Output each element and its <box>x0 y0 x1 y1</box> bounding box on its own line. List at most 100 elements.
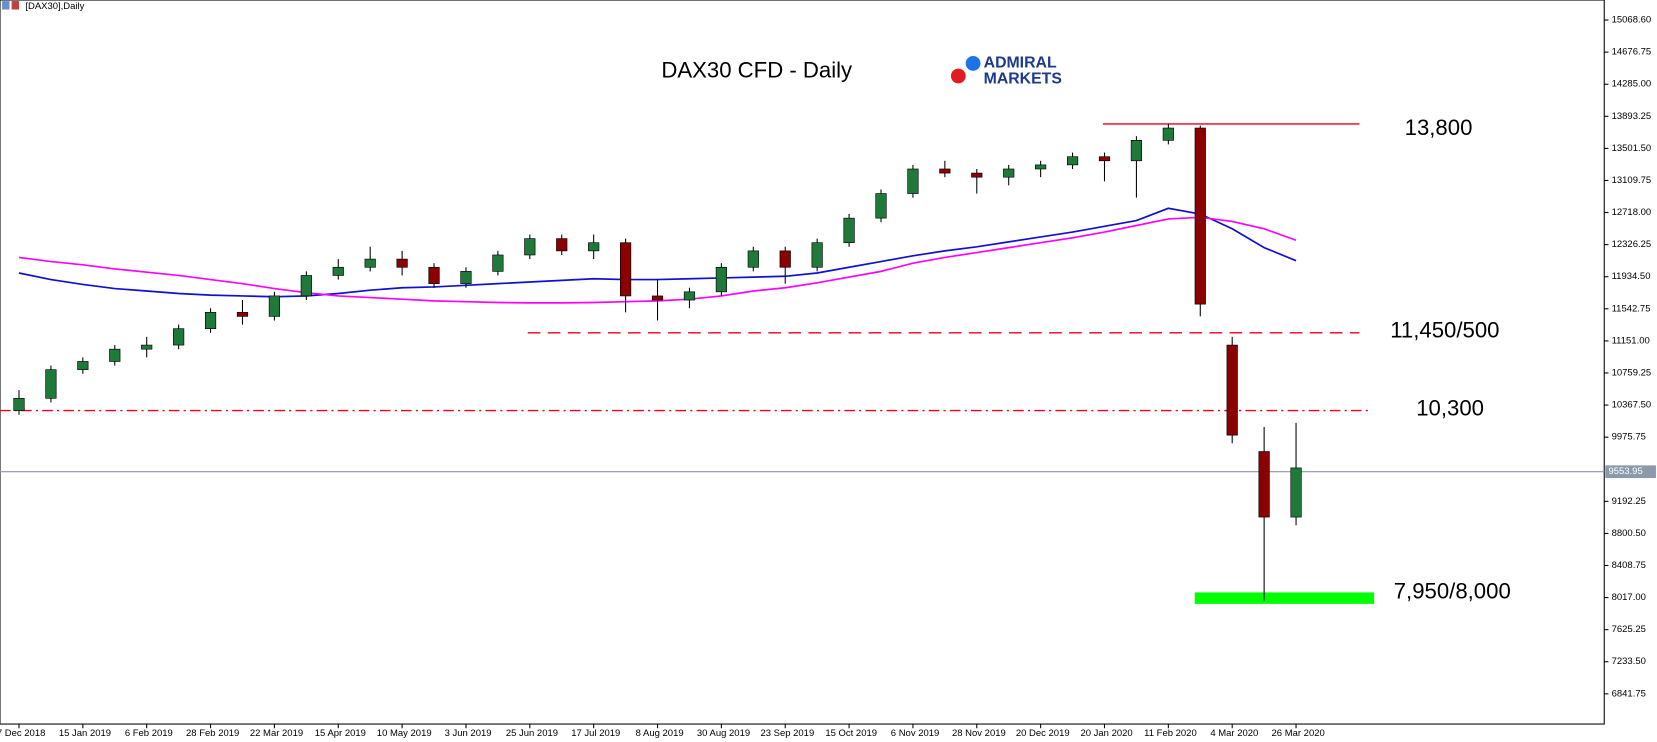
candle-body <box>620 242 632 297</box>
y-tick-label: 7233.50 <box>1612 656 1646 667</box>
candle-body <box>396 258 408 268</box>
candle-body <box>1290 467 1302 518</box>
plot-frame <box>0 0 1605 725</box>
y-tick-label: 15068.60 <box>1612 15 1652 26</box>
candle-body <box>875 193 887 219</box>
x-tick-label: 15 Apr 2019 <box>315 728 366 739</box>
y-tick-label: 14676.75 <box>1612 47 1652 58</box>
candle-body <box>1162 127 1174 141</box>
x-tick-label: 30 Aug 2019 <box>697 728 750 739</box>
y-tick-label: 8800.50 <box>1612 528 1646 539</box>
y-tick-label: 12326.25 <box>1612 239 1652 250</box>
x-tick-label: 15 Oct 2019 <box>825 728 877 739</box>
level-label: 13,800 <box>1405 115 1473 140</box>
candle-body <box>1003 168 1015 178</box>
candle-body <box>971 172 983 178</box>
candle-body <box>173 328 185 346</box>
candle-body <box>1194 127 1206 305</box>
support-zone <box>1194 592 1375 604</box>
x-tick-label: 6 Feb 2019 <box>125 728 173 739</box>
y-tick-label: 9192.25 <box>1612 496 1646 507</box>
y-tick-label: 6841.75 <box>1612 688 1646 699</box>
x-tick-label: 4 Mar 2020 <box>1210 728 1258 739</box>
candle-body <box>428 266 440 284</box>
logo-dot <box>965 55 981 71</box>
candle-body <box>45 369 57 399</box>
candle-body <box>236 311 249 317</box>
candle-body <box>683 291 696 301</box>
y-tick-label: 14285.00 <box>1612 79 1652 90</box>
y-tick-label: 10367.50 <box>1612 400 1652 411</box>
candle-body <box>1258 451 1270 518</box>
y-tick-label: 8017.00 <box>1612 592 1646 603</box>
x-tick-label: 28 Feb 2019 <box>186 728 239 739</box>
x-tick-label: 20 Jan 2020 <box>1080 728 1132 739</box>
symbol-label: [DAX30],Daily <box>25 1 84 12</box>
candle-body <box>1066 156 1079 166</box>
candle-body <box>556 238 568 252</box>
candle-body <box>588 242 600 252</box>
candle-body <box>77 361 89 370</box>
candle-body <box>204 311 217 330</box>
x-tick-label: 22 Mar 2019 <box>250 728 303 739</box>
candle-body <box>939 168 951 174</box>
y-tick-label: 11542.75 <box>1612 303 1651 314</box>
y-tick-label: 7625.25 <box>1612 624 1646 635</box>
x-tick-label: 7 Dec 2018 <box>0 728 45 739</box>
x-tick-label: 6 Nov 2019 <box>891 728 940 739</box>
logo-dot <box>950 68 966 84</box>
candle-body <box>843 217 855 244</box>
level-label: 10,300 <box>1416 395 1484 420</box>
candle-body <box>300 275 312 297</box>
x-tick-label: 28 Nov 2019 <box>952 728 1006 739</box>
x-tick-label: 17 Jul 2019 <box>571 728 620 739</box>
candle-body <box>1035 164 1047 170</box>
y-tick-label: 13109.75 <box>1612 175 1652 186</box>
last-price-box <box>1605 465 1656 479</box>
candle-body <box>109 348 121 362</box>
candle-body <box>1226 344 1238 436</box>
x-tick-label: 8 Aug 2019 <box>636 728 684 739</box>
candle-body <box>364 258 376 268</box>
y-tick-label: 11151.00 <box>1612 335 1650 346</box>
x-tick-label: 26 Mar 2020 <box>1272 728 1325 739</box>
last-price-label: 9553.95 <box>1608 466 1642 477</box>
logo-text: ADMIRAL <box>984 55 1057 72</box>
candle-body <box>141 344 153 350</box>
x-tick-label: 23 Sep 2019 <box>760 728 814 739</box>
candle-body <box>1130 140 1143 162</box>
zone-label: 7,950/8,000 <box>1394 578 1511 603</box>
y-tick-label: 8408.75 <box>1612 560 1646 571</box>
candle-body <box>811 242 823 268</box>
y-tick-label: 11934.50 <box>1612 271 1651 282</box>
y-tick-label: 9975.75 <box>1612 432 1646 443</box>
icon <box>2 1 10 10</box>
x-tick-label: 20 Dec 2019 <box>1016 728 1070 739</box>
candle-body <box>715 266 727 293</box>
chart-title: DAX30 CFD - Daily <box>661 58 853 83</box>
x-tick-label: 15 Jan 2019 <box>59 728 111 739</box>
x-tick-label: 11 Feb 2020 <box>1144 728 1197 739</box>
y-tick-label: 13501.50 <box>1612 143 1652 154</box>
x-tick-label: 10 May 2019 <box>377 728 432 739</box>
candle-body <box>460 271 472 284</box>
candle-body <box>13 397 25 411</box>
candle-body <box>747 250 759 268</box>
candle-body <box>268 295 281 317</box>
candle-body <box>1098 156 1111 162</box>
level-label: 11,450/500 <box>1390 318 1499 343</box>
candle-body <box>779 250 791 268</box>
y-tick-label: 12718.00 <box>1612 207 1652 218</box>
y-tick-label: 10759.25 <box>1612 367 1652 378</box>
candle-body <box>651 295 664 301</box>
x-tick-label: 3 Jun 2019 <box>445 728 492 739</box>
candle-body <box>492 254 504 272</box>
y-tick-label: 13893.25 <box>1612 111 1652 122</box>
logo-text: MARKETS <box>984 70 1062 87</box>
x-tick-label: 25 Jun 2019 <box>506 728 558 739</box>
candle-body <box>332 266 344 276</box>
candle-body <box>907 168 919 194</box>
icon <box>11 1 19 10</box>
